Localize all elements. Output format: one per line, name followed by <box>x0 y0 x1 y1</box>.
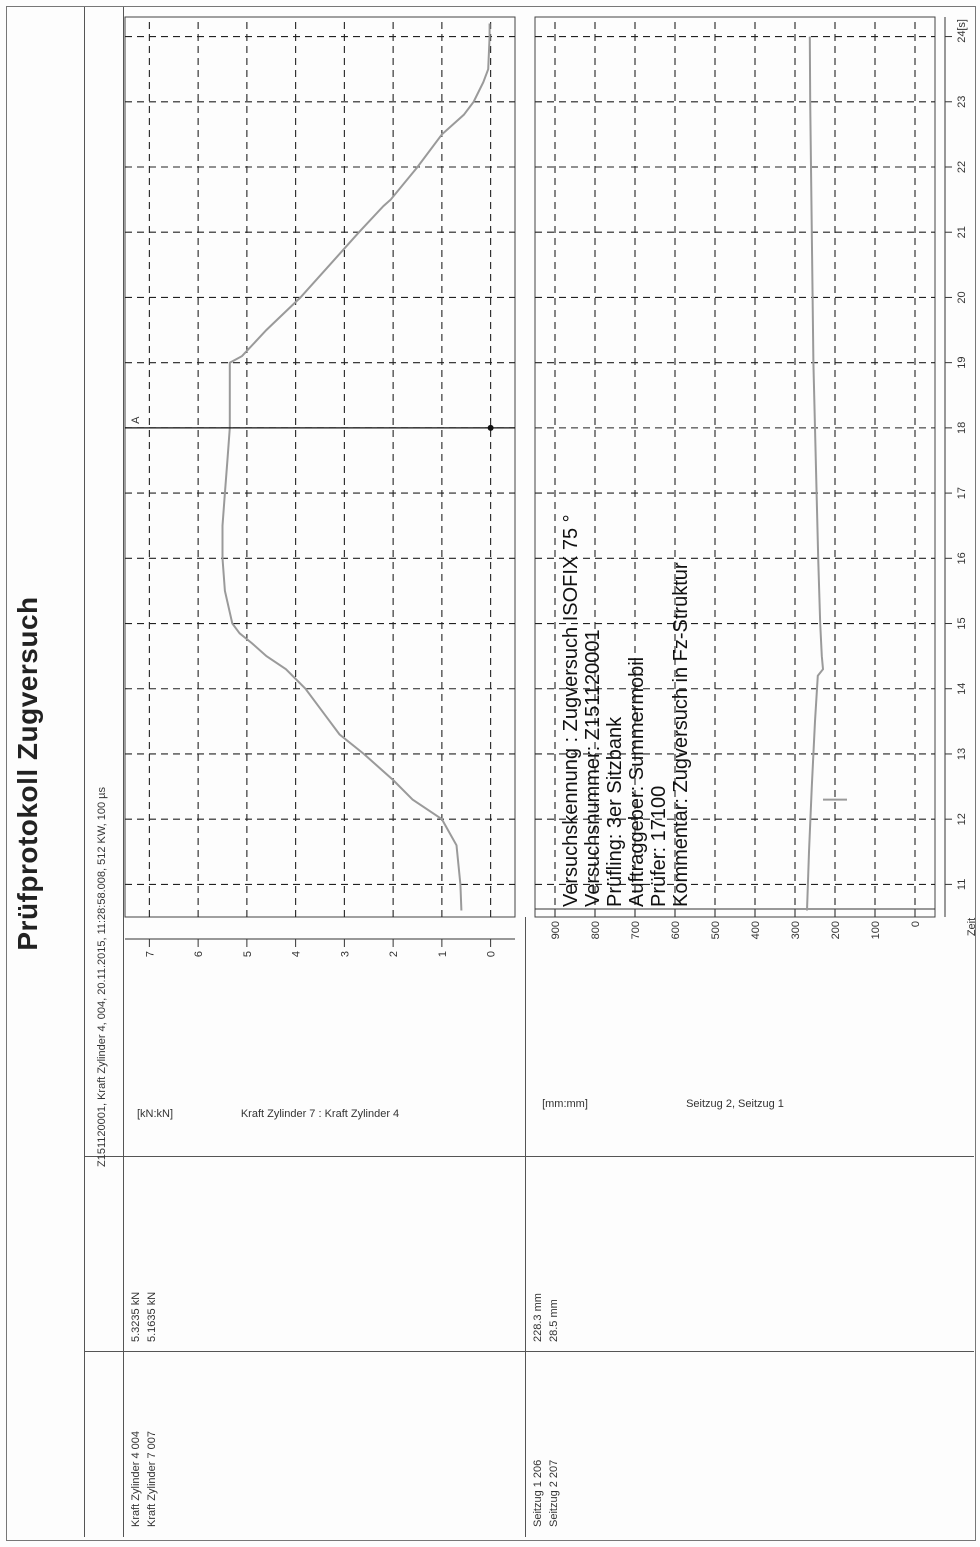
cursor-marker <box>487 424 494 431</box>
x-tick-label: 12 <box>956 813 968 825</box>
x-tick-label: 22 <box>956 161 968 173</box>
annotation-line: Versuchskennung : Zugversuch ISOFIX 75 ° <box>560 514 582 907</box>
x-tick-label: 16 <box>956 552 968 564</box>
displacement-ytick-label: 900 <box>550 921 562 939</box>
displacement-ytick-label: 400 <box>750 921 762 939</box>
displacement-ytick-label: 200 <box>830 921 842 939</box>
cursor-label: A <box>130 416 142 424</box>
x-tick-label: 17 <box>956 487 968 499</box>
force-series-line-1 <box>221 23 491 911</box>
annotation-line: Auftraggeber: Summermobil <box>626 656 648 907</box>
x-tick-label: 15 <box>956 617 968 629</box>
force-ytick-label: 1 <box>437 951 449 957</box>
test-annotation: Versuchskennung : Zugversuch ISOFIX 75 °… <box>560 514 692 907</box>
displacement-ytick-label: 700 <box>630 921 642 939</box>
annotation-line: Kommentar: Zugversuch in Fz-Struktur <box>670 562 692 907</box>
x-tick-label: 23 <box>956 96 968 108</box>
force-y-axis-unit: [kN:kN] <box>137 1108 173 1120</box>
displacement-y-axis-unit: [mm:mm] <box>542 1098 588 1110</box>
force-y-axis-label: Kraft Zylinder 7 : Kraft Zylinder 4 <box>241 1108 399 1120</box>
x-tick-label: 24 <box>956 30 968 42</box>
displacement-series-line-1 <box>806 36 825 911</box>
displacement-ytick-label: 300 <box>790 921 802 939</box>
displacement-ytick-label: 600 <box>670 921 682 939</box>
displacement-y-axis-label: Seitzug 2, Seitzug 1 <box>686 1098 784 1110</box>
force-ytick-label: 3 <box>339 951 351 957</box>
annotation-line: Prüfer: 17100 <box>648 785 670 907</box>
x-tick-label: 18 <box>956 422 968 434</box>
force-plot-frame <box>124 16 516 918</box>
force-ytick-label: 2 <box>388 951 400 957</box>
displacement-ytick-label: 0 <box>910 921 922 927</box>
annotation-line: Versuchsnummer: Z151120001 <box>582 629 604 907</box>
force-ytick-label: 0 <box>486 951 498 957</box>
displacement-ytick-label: 800 <box>590 921 602 939</box>
force-ytick-label: 6 <box>193 951 205 957</box>
x-tick-label: 13 <box>956 748 968 760</box>
x-tick-label: 21 <box>956 226 968 238</box>
displacement-ytick-label: 100 <box>870 921 882 939</box>
x-tick-label: 20 <box>956 291 968 303</box>
annotation-line: Prüfling: 3er Sitzbank <box>604 716 626 907</box>
displacement-ytick-label: 500 <box>710 921 722 939</box>
x-axis-unit: [s] <box>956 19 968 31</box>
x-axis-label: Zeit <box>966 918 978 936</box>
force-ytick-label: 5 <box>242 951 254 957</box>
displacement-plot-frame <box>534 16 936 918</box>
x-tick-label: 11 <box>956 879 968 890</box>
force-ytick-label: 4 <box>291 951 303 957</box>
force-ytick-label: 7 <box>144 951 156 957</box>
x-tick-label: 19 <box>956 357 968 369</box>
x-tick-label: 14 <box>956 683 968 695</box>
